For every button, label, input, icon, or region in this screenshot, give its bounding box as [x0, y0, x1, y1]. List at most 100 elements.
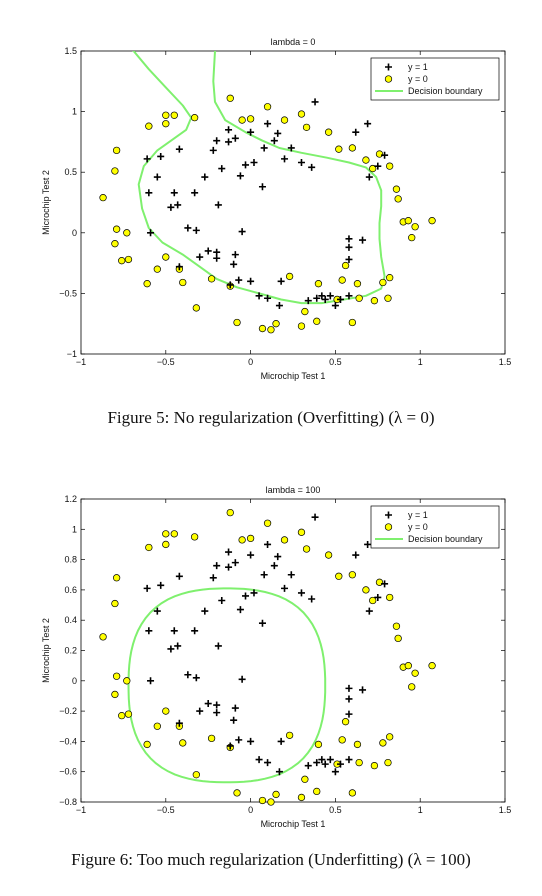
point-y0 [341, 261, 350, 270]
point-y0 [280, 116, 289, 124]
point-y1 [359, 686, 367, 694]
point-y1 [218, 597, 226, 605]
legend-label-boundary: Decision boundary [408, 534, 483, 544]
point-y0 [338, 276, 346, 284]
point-y1 [167, 645, 175, 653]
point-y0 [285, 272, 294, 281]
point-y0 [112, 146, 121, 155]
point-y1 [365, 607, 373, 615]
x-tick-label: −1 [76, 805, 86, 815]
legend-box [370, 505, 500, 549]
point-y0 [297, 322, 306, 330]
point-y1 [175, 719, 183, 727]
point-y1 [184, 224, 192, 232]
point-y1 [213, 137, 221, 145]
point-y1 [345, 756, 353, 764]
point-y1 [230, 716, 238, 724]
point-y1 [145, 189, 153, 197]
point-y0 [384, 294, 392, 302]
point-y0 [111, 690, 119, 699]
legend-circle-marker [384, 75, 393, 83]
point-y1 [359, 236, 367, 244]
point-y1 [157, 581, 165, 589]
x-tick-label: −0.5 [157, 805, 175, 815]
point-y1 [213, 254, 221, 262]
point-y1 [236, 606, 244, 614]
legend-box [370, 57, 500, 101]
point-y1 [147, 229, 155, 237]
y-axis-label: Microchip Test 2 [41, 170, 51, 235]
point-y1 [308, 595, 316, 603]
point-y1 [238, 228, 246, 236]
point-y0 [143, 280, 151, 288]
point-y1 [235, 736, 243, 744]
point-y0 [207, 275, 216, 283]
point-y0 [153, 722, 161, 730]
point-y0 [112, 672, 121, 680]
legend-label-y1: y = 1 [408, 510, 428, 520]
point-y1 [270, 137, 278, 145]
point-y1 [260, 144, 268, 152]
point-y0 [301, 775, 309, 783]
point-y1 [225, 138, 233, 146]
point-y0 [297, 528, 306, 536]
point-y0 [226, 508, 234, 517]
point-y1 [374, 593, 382, 601]
point-y1 [231, 559, 239, 567]
point-y1 [345, 243, 353, 251]
point-y1 [214, 201, 222, 209]
point-y0 [375, 150, 384, 158]
point-y1 [264, 294, 272, 302]
point-y0 [162, 120, 170, 128]
point-y1 [313, 759, 321, 767]
point-y0 [355, 758, 363, 767]
point-y1 [196, 253, 204, 261]
legend-plus-marker [385, 511, 392, 519]
point-y1 [235, 276, 243, 284]
point-y0 [353, 740, 362, 749]
point-y0 [112, 225, 121, 233]
point-y0 [162, 540, 170, 549]
point-y0 [313, 317, 321, 325]
point-y1 [213, 709, 221, 717]
point-y0 [404, 661, 412, 670]
point-y1 [213, 248, 221, 256]
point-y0 [280, 536, 289, 544]
point-y0 [162, 707, 170, 715]
point-y1 [226, 742, 234, 750]
point-y1 [231, 251, 239, 259]
point-y0 [348, 789, 357, 797]
point-y1 [201, 607, 209, 615]
point-y1 [352, 128, 360, 136]
point-y1 [258, 619, 266, 627]
y-tick-label: 0 [72, 228, 77, 238]
point-y0 [179, 739, 187, 747]
point-y1 [250, 159, 258, 167]
point-y1 [147, 677, 155, 685]
point-y1 [225, 563, 233, 571]
point-y0 [233, 318, 241, 327]
figure-5-caption: Figure 5: No regularization (Overfitting… [107, 408, 435, 427]
point-y0 [353, 280, 362, 288]
y-tick-label: 1 [72, 107, 77, 117]
point-y0 [285, 731, 294, 739]
point-y1 [255, 756, 263, 764]
y-tick-label: 0.8 [64, 555, 77, 565]
point-y0 [348, 571, 357, 579]
point-y1 [264, 759, 272, 767]
figure-6: −1 −0.5 0 0.5 1 1.5 −0.8 −0.6 −0.4 −0.2 0 0.2 0.4 0.6… [0, 448, 542, 896]
point-y1 [297, 589, 305, 597]
point-y1 [260, 571, 268, 579]
point-y0 [143, 740, 151, 749]
point-y0 [112, 574, 121, 582]
y-tick-label: 0 [72, 676, 77, 686]
point-y0 [335, 145, 343, 153]
point-y1 [226, 281, 234, 289]
chart-title: lambda = 100 [266, 485, 321, 495]
point-y0 [111, 599, 119, 608]
point-y1 [345, 684, 353, 692]
point-y0 [190, 114, 199, 122]
point-y1 [247, 128, 255, 136]
point-y1 [381, 580, 389, 588]
decision-boundary [132, 51, 386, 305]
